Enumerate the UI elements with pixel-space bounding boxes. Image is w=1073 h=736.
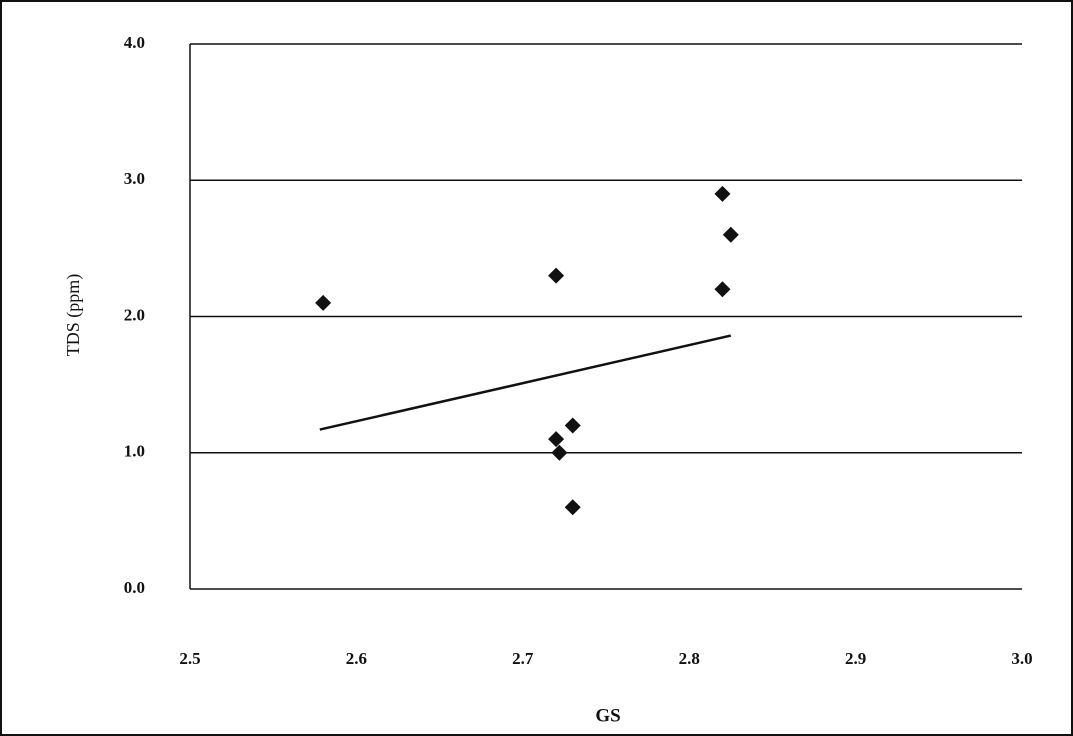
trend-line [319,334,732,431]
y-tick-label: 3.0 [124,169,145,188]
point [722,226,739,243]
point [315,294,332,311]
x-tick-label: 3.0 [1011,649,1032,668]
x-axis-label: GS [595,705,620,726]
x-tick-label: 2.6 [346,649,367,668]
y-tick-label: 4.0 [124,33,145,52]
x-tick-label: 2.5 [179,649,200,668]
point [714,281,731,298]
point [548,431,565,448]
point [564,417,581,434]
y-tick-label: 0.0 [124,578,145,597]
point [564,499,581,516]
x-tick-label: 2.7 [512,649,534,668]
x-tick-label: 2.9 [845,649,866,668]
x-tick-label: 2.8 [679,649,700,668]
point [548,267,565,284]
point [551,444,568,461]
y-tick-label: 2.0 [124,305,145,324]
y-axis-label: TDS (ppm) [63,274,84,357]
point [714,185,731,202]
y-tick-label: 1.0 [124,442,145,461]
